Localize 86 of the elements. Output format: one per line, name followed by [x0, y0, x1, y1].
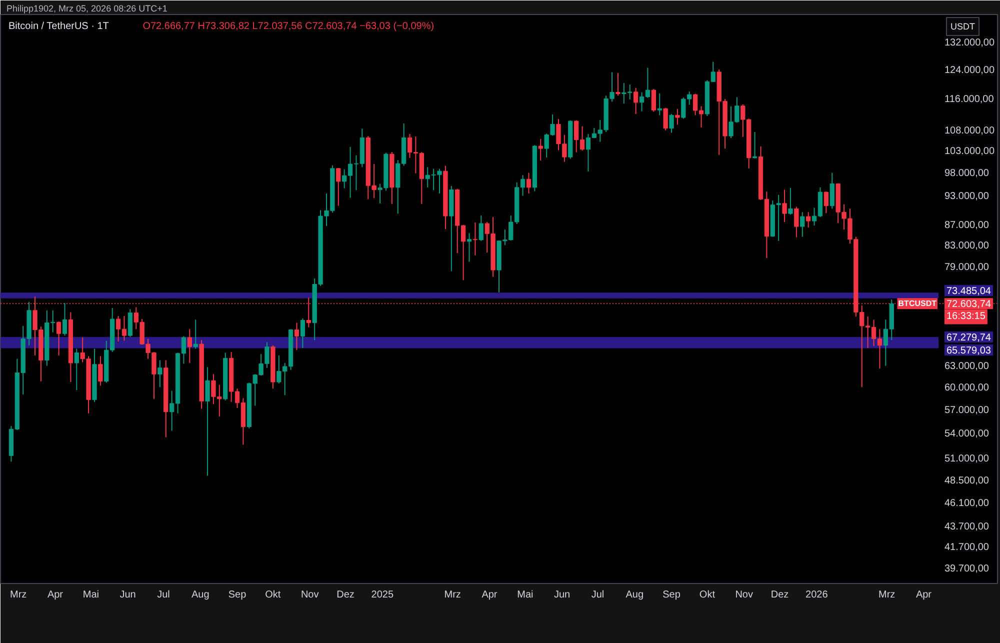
- x-tick-label: Mai: [517, 590, 534, 600]
- candlestick: [187, 328, 192, 364]
- candlestick: [782, 189, 787, 223]
- y-tick-label: 103.000,00: [944, 146, 995, 158]
- x-tick-label: Jun: [120, 590, 136, 600]
- candlestick: [794, 206, 799, 238]
- x-tick-label: Dez: [770, 590, 789, 600]
- y-tick-label: 124.000,00: [944, 64, 995, 76]
- candlestick: [294, 322, 300, 351]
- x-tick-label: Sep: [228, 590, 247, 600]
- y-axis-title: USDT: [950, 22, 976, 32]
- x-tick-label: Jul: [157, 590, 170, 600]
- y-tick-label: 57.000,00: [944, 405, 990, 416]
- candlestick: [830, 172, 834, 210]
- y-tick-label: 48.500,00: [944, 476, 990, 487]
- candlestick: [538, 138, 543, 162]
- candlestick: [300, 318, 306, 349]
- y-tick-label: 98.000,00: [944, 168, 990, 179]
- x-tick-label: Nov: [735, 590, 753, 600]
- x-tick-label: Jun: [554, 590, 570, 600]
- y-tick-label: 46.100,00: [944, 498, 990, 509]
- x-tick-label: Nov: [300, 590, 319, 600]
- candlestick: [663, 107, 668, 131]
- y-tick-label: 65.579,03: [946, 346, 992, 357]
- candlestick: [336, 167, 341, 206]
- candlestick: [806, 212, 811, 228]
- candlestick: [128, 308, 133, 338]
- x-tick-label: Okt: [265, 590, 281, 600]
- candlestick: [193, 319, 198, 350]
- ref-line-label: BTCUSDT: [898, 299, 937, 308]
- x-tick-label: 2026: [806, 590, 828, 600]
- y-tick-label: 41.700,00: [944, 542, 990, 553]
- candlestick: [62, 302, 68, 336]
- y-tick-label: 79.000,00: [944, 262, 990, 274]
- candlestick: [74, 348, 79, 391]
- text: Bitcoin / TetherUS · 1T: [8, 21, 109, 32]
- y-tick-label: 132.000,00: [944, 38, 995, 49]
- x-tick-label: Aug: [191, 590, 210, 600]
- candlestick: [472, 222, 478, 256]
- band-label: 73.485,04: [946, 286, 992, 298]
- x-tick-label: Aug: [626, 590, 644, 600]
- candlestick: [752, 131, 758, 159]
- y-tick-label: 72.603,74: [946, 299, 992, 310]
- candlestick: [158, 360, 162, 388]
- y-tick-label: 43.700,00: [944, 521, 990, 532]
- y-tick-label: 108.000,00: [944, 125, 995, 136]
- x-tick-label: Mai: [82, 590, 99, 600]
- text: Philipp1902, Mrz 05, 2026 08:26 UTC+1: [6, 4, 168, 14]
- y-tick-label: 39.700,00: [944, 563, 990, 574]
- candlestick: [675, 108, 680, 126]
- candlestick: [616, 72, 620, 96]
- y-tick-label: 63.000,00: [944, 361, 990, 372]
- candlestick: [466, 232, 472, 262]
- x-tick-label: Mrz: [878, 590, 896, 600]
- y-tick-label: 83.000,00: [944, 240, 990, 252]
- y-tick-label: 60.000,00: [944, 382, 990, 394]
- x-tick-label: Apr: [47, 590, 64, 600]
- candlestick: [800, 212, 805, 238]
- x-tick-label: Okt: [699, 590, 716, 600]
- x-tick-label: Dez: [336, 590, 354, 600]
- y-tick-label: 67.279,74: [946, 332, 992, 344]
- candlestick: [669, 114, 674, 134]
- candlestick: [824, 191, 829, 214]
- y-tick-label: 51.000,00: [944, 454, 990, 465]
- y-tick-label: 93.000,00: [944, 190, 990, 202]
- candlestick: [98, 356, 103, 386]
- x-tick-label: Mrz: [10, 590, 27, 600]
- x-tick-label: 2025: [371, 590, 394, 600]
- annotation: 16:33:15: [946, 311, 986, 322]
- candlestick: [788, 187, 793, 216]
- candlestick: [478, 215, 484, 242]
- candlestick: [205, 366, 210, 476]
- x-tick-label: Apr: [482, 590, 498, 600]
- annotation: O72.666,77 H73.306,82 L72.037,56 C72.603,74 −63,03 (−0,09%): [142, 21, 434, 32]
- x-tick-label: Sep: [662, 590, 681, 600]
- candlestick: [526, 172, 532, 194]
- y-tick-label: 87.000,00: [944, 220, 990, 232]
- x-tick-label: Jul: [591, 590, 604, 600]
- y-tick-label: 54.000,00: [944, 428, 990, 440]
- candlestick: [651, 88, 656, 112]
- candlestick: [657, 92, 662, 116]
- candlestick: [56, 321, 62, 356]
- y-tick-label: 116.000,00: [944, 94, 994, 106]
- x-tick-label: Mrz: [444, 590, 461, 600]
- candlestick: [633, 87, 638, 115]
- x-tick-label: Apr: [916, 590, 932, 600]
